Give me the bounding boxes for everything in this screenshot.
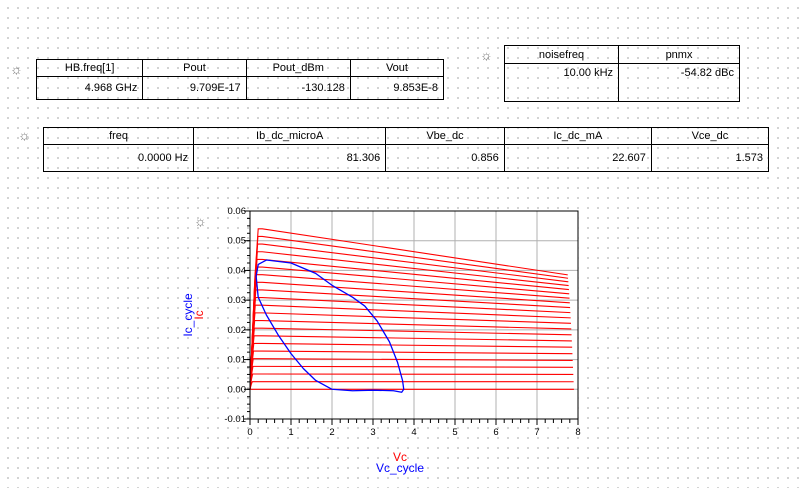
cell: 9.853E-8 [349, 76, 445, 100]
x-tick-label: 6 [493, 427, 498, 438]
x-tick-label: 0 [247, 427, 252, 438]
cell: 22.607 [503, 144, 652, 172]
noise-results-table: noisefreq pnmx 10.00 kHz -54.82 dBc [503, 45, 740, 102]
y-tick-label: 0.03 [228, 295, 247, 306]
ic-curve [249, 228, 568, 390]
cell: 10.00 kHz [503, 63, 620, 102]
hb-results-table: HB.freq[1] Pout Pout_dBm Vout 4.968 GHz 9.70… [35, 59, 445, 100]
y-tick-label: 0.06 [228, 206, 247, 217]
table-settings-icon[interactable]: ☼ [480, 47, 493, 63]
plot-frame [249, 210, 579, 420]
cell: 0.856 [385, 144, 505, 172]
table-settings-icon[interactable]: ☼ [10, 61, 23, 77]
y-tick-label: 0.05 [228, 236, 247, 247]
y-tick-label: 0.01 [228, 355, 247, 366]
cell: -130.128 [245, 76, 351, 100]
x-tick-label: 8 [575, 427, 580, 438]
x-tick-label: 7 [534, 427, 539, 438]
cell: 1.573 [650, 144, 770, 172]
x-tick-label: 2 [329, 427, 334, 438]
x-tick-label: 1 [288, 427, 293, 438]
cell: -54.82 dBc [618, 63, 740, 102]
cell: 9.709E-17 [142, 76, 247, 100]
y-axis-label-ic-cycle: Ic_cycle [181, 293, 195, 337]
x-axis-label-vc-cycle: Vc_cycle [376, 461, 424, 475]
y-tick-label: 0.04 [228, 265, 247, 276]
y-tick-label: -0.01 [224, 414, 246, 425]
dc-results-table: freq Ib_dc_microA Vbe_dc Ic_dc_mA Vce_dc 0.0… [42, 127, 770, 172]
col-header: Vce_dc [650, 127, 770, 145]
table-settings-icon[interactable]: ☼ [18, 127, 31, 143]
ic-cycle-loop [255, 259, 405, 393]
x-tick-label: 5 [452, 427, 457, 438]
x-tick-label: 4 [411, 427, 416, 438]
x-tick-label: 3 [370, 427, 375, 438]
col-header: Pout [142, 59, 247, 77]
y-axis-label-ic: Ic [192, 310, 206, 319]
cell: 81.306 [193, 144, 387, 172]
cell: 4.968 GHz [35, 76, 144, 100]
cell: 0.0000 Hz [42, 144, 195, 172]
x-axis-label-vc: Vc [393, 450, 407, 464]
plot-settings-icon[interactable]: ☼ [194, 213, 207, 229]
y-tick-label: 0.02 [228, 325, 247, 336]
y-tick-label: 0.00 [228, 384, 247, 395]
